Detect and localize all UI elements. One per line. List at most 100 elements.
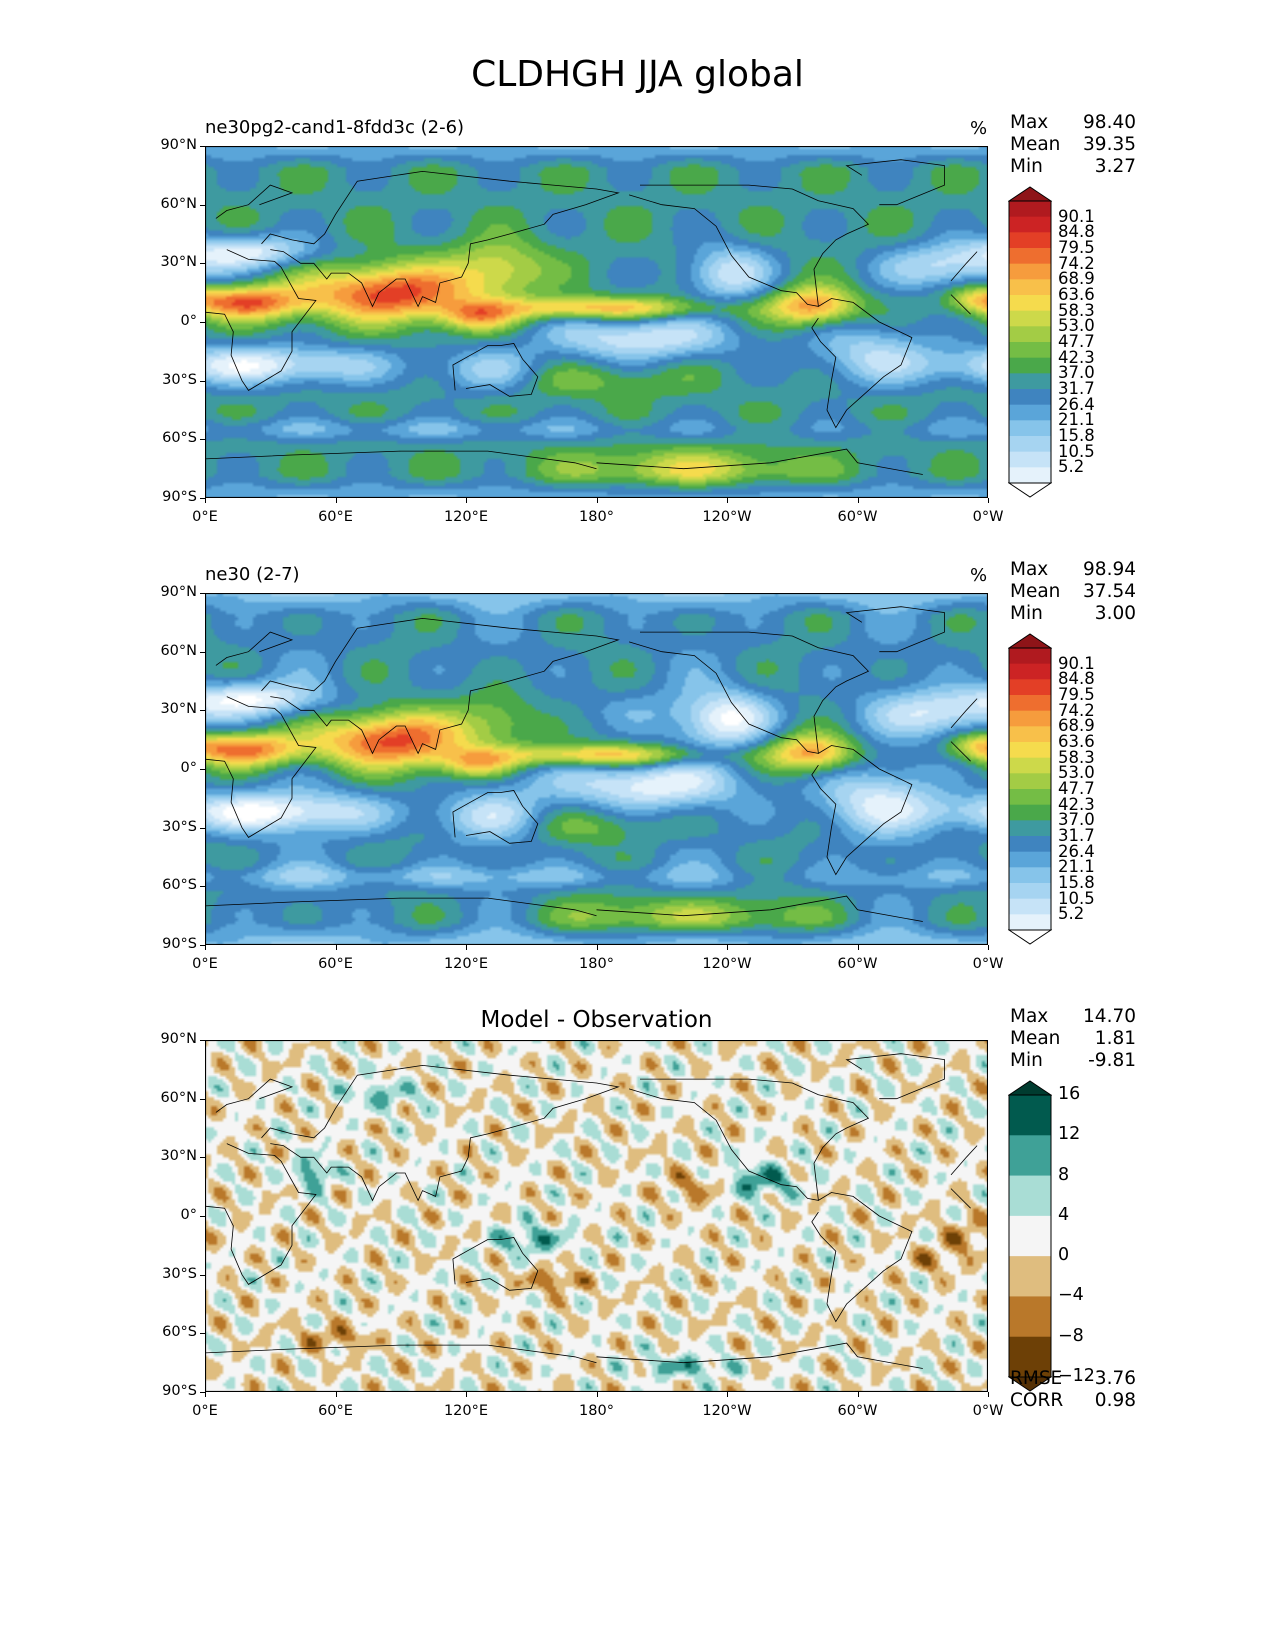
panel-title: ne30 (2-7): [205, 564, 300, 585]
lon-tick-label: 120°W: [702, 956, 752, 972]
stat-value: 39.35: [1083, 134, 1136, 155]
colorbar-segment: [1009, 248, 1051, 265]
coastline: [950, 698, 978, 729]
colorbar-tick-label: −4: [1058, 1285, 1084, 1306]
lon-tick-mark: [596, 1392, 598, 1397]
colorbar-tick-label: 37.0: [1058, 363, 1095, 383]
lat-tick-mark: [200, 498, 205, 499]
lat-tick-label: 60°S: [162, 877, 197, 894]
colorbar: [1008, 633, 1052, 945]
lat-tick-label: 90°N: [160, 137, 197, 153]
colorbar-segment: [1009, 789, 1051, 806]
panel-title: ne30pg2-cand1-8fdd3c (2-6): [205, 117, 465, 138]
lon-tick-mark: [466, 1392, 467, 1397]
colorbar-segment: [1009, 773, 1051, 790]
colorbar-segment: [1009, 326, 1051, 343]
colorbar-segment: [1009, 836, 1051, 853]
colorbar-tick-label: 79.5: [1058, 238, 1095, 257]
coastline: [215, 1078, 294, 1113]
coastline: [845, 1053, 945, 1100]
colorbar-max-extension: [1008, 633, 1052, 649]
coastline: [950, 294, 971, 315]
stat-value: 3.27: [1094, 156, 1136, 177]
colorbar-tick-label: 90.1: [1058, 206, 1095, 226]
lon-tick-label: 0°E: [192, 1403, 218, 1419]
colorbar-segment: [1009, 1135, 1051, 1177]
lon-tick-mark: [727, 945, 728, 950]
colorbar-max-extension: [1008, 186, 1052, 202]
panel-stats: Max 98.94 Mean 37.54 Min 3.00: [1010, 559, 1136, 625]
lat-tick-label: 30°N: [160, 254, 197, 271]
colorbar-tick-label: 90.1: [1058, 653, 1095, 673]
lat-tick-mark: [200, 1392, 205, 1393]
coastline: [261, 170, 620, 308]
lon-tick-label: 0°W: [972, 1403, 1004, 1419]
stat-value: 98.40: [1083, 112, 1136, 133]
stat-label: Mean: [1010, 134, 1061, 155]
colorbar-tick-label: 47.7: [1058, 332, 1095, 351]
lat-tick-mark: [200, 1216, 205, 1217]
stat-label: Min: [1010, 156, 1043, 177]
colorbar-segment: [1009, 726, 1051, 743]
colorbar: [1008, 186, 1052, 498]
colorbar-tick-label: 8: [1058, 1164, 1070, 1185]
lon-tick-label: 180°: [579, 509, 614, 525]
colorbar-segment: [1009, 216, 1051, 233]
colorbar-segment: [1009, 679, 1051, 696]
coastline-layer: [205, 1040, 988, 1392]
stat-row: Mean 1.81: [1010, 1028, 1136, 1050]
coastline: [950, 1188, 971, 1209]
lat-tick-label: 30°S: [162, 818, 197, 835]
colorbar-tick-label: 58.3: [1058, 300, 1095, 320]
colorbar-segment: [1009, 201, 1051, 218]
lat-tick-mark: [200, 1157, 205, 1159]
colorbar-tick-label: −12: [1058, 1366, 1095, 1386]
lon-tick-mark: [335, 498, 337, 503]
coastline: [205, 1143, 317, 1285]
lat-tick-mark: [200, 439, 205, 441]
colorbar-tick-label: 84.8: [1058, 222, 1095, 242]
stat-label: Mean: [1010, 1028, 1061, 1049]
lat-tick-label: 90°N: [160, 1031, 197, 1047]
colorbar-tick-label: 26.4: [1058, 394, 1095, 414]
lon-tick-label: 120°W: [702, 509, 752, 525]
lon-tick-mark: [988, 945, 989, 950]
colorbar-tick-label: 53.0: [1058, 316, 1095, 336]
lon-tick-label: 120°E: [443, 509, 489, 525]
lon-tick-label: 60°E: [318, 509, 353, 525]
lat-tick-label: 0°: [180, 313, 197, 329]
colorbar-tick-label: 68.9: [1058, 269, 1095, 289]
lon-tick-mark: [857, 945, 859, 950]
colorbar-segment: [1009, 695, 1051, 712]
colorbar-tick-label: 4: [1058, 1204, 1070, 1225]
rmse-corr-stats: RMSE 3.76 CORR 0.98: [1010, 1368, 1136, 1412]
coastline: [596, 1342, 923, 1369]
colorbar-segment: [1009, 1215, 1051, 1257]
colorbar-tick-label: 16: [1058, 1084, 1081, 1104]
lat-tick-mark: [200, 322, 205, 323]
lat-tick-mark: [200, 380, 205, 382]
lat-tick-mark: [200, 827, 205, 829]
lon-tick-label: 0°E: [192, 956, 218, 972]
colorbar-tick-label: 10.5: [1058, 888, 1095, 908]
colorbar-segment: [1009, 1095, 1051, 1136]
colorbar-segment: [1009, 851, 1051, 868]
colorbar-tick-label: 0: [1058, 1245, 1070, 1266]
colorbar-segment: [1009, 742, 1051, 759]
field-raster: [205, 593, 988, 945]
lat-tick-mark: [200, 263, 205, 265]
coastline: [811, 298, 913, 429]
colorbar-tick-label: −8: [1058, 1325, 1084, 1346]
colorbar-tick-label: 42.3: [1058, 347, 1095, 367]
lat-tick-mark: [200, 886, 205, 888]
colorbar-segment: [1009, 883, 1051, 900]
stat-row: Max 98.94: [1010, 559, 1136, 581]
lat-tick-label: 90°N: [160, 584, 197, 600]
colorbar-tick-label: 58.3: [1058, 747, 1095, 767]
colorbar-tick-label: 53.0: [1058, 763, 1095, 783]
coastline: [452, 343, 539, 397]
colorbar-segment: [1009, 232, 1051, 249]
coastline: [950, 251, 978, 282]
map-frame: [205, 593, 988, 945]
lon-tick-label: 60°W: [837, 509, 878, 525]
